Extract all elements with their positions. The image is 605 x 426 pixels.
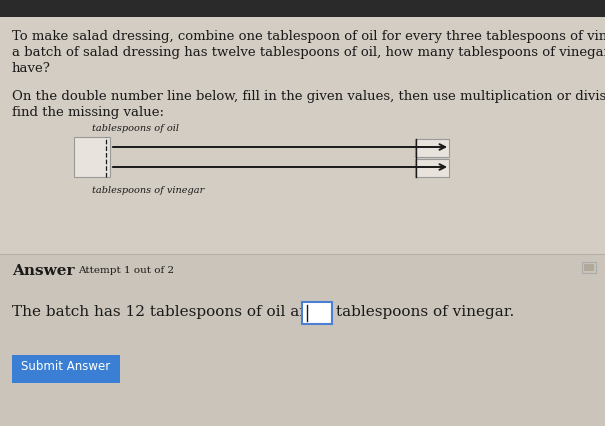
Text: have?: have? [12, 62, 51, 75]
Text: tablespoons of vinegar.: tablespoons of vinegar. [336, 304, 514, 318]
Text: Attempt 1 out of 2: Attempt 1 out of 2 [78, 265, 174, 274]
Bar [415, 140, 449, 158]
Bar [12, 355, 120, 383]
Bar [0, 0, 605, 18]
Bar [415, 160, 449, 178]
Text: a batch of salad dressing has twelve tablespoons of oil, how many tablespoons of: a batch of salad dressing has twelve tab… [12, 46, 605, 59]
Bar [584, 265, 594, 271]
Bar [74, 138, 110, 178]
Bar [582, 262, 596, 273]
Text: tablespoons of vinegar: tablespoons of vinegar [92, 186, 204, 195]
Text: Submit Answer: Submit Answer [21, 360, 111, 373]
Text: find the missing value:: find the missing value: [12, 106, 164, 119]
Text: The batch has 12 tablespoons of oil and: The batch has 12 tablespoons of oil and [12, 304, 319, 318]
Bar [0, 254, 605, 426]
Text: tablespoons of oil: tablespoons of oil [92, 124, 179, 132]
Bar [302, 302, 332, 324]
Text: Answer: Answer [12, 263, 74, 277]
Text: On the double number line below, fill in the given values, then use multiplicati: On the double number line below, fill in… [12, 90, 605, 103]
Text: To make salad dressing, combine one tablespoon of oil for every three tablespoon: To make salad dressing, combine one tabl… [12, 30, 605, 43]
